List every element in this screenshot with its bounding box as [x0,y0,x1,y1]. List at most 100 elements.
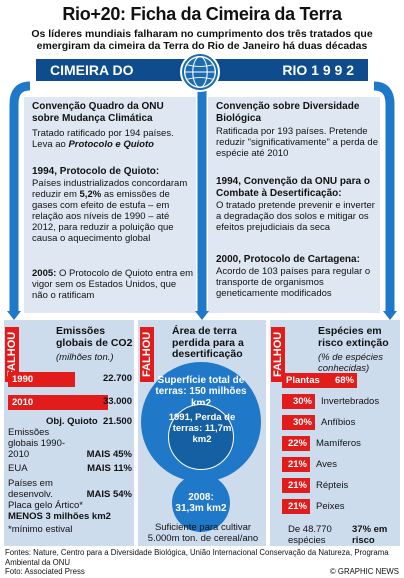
species-unit: (% de espécies conhecidas) [318,352,383,374]
stat-value: MENOS 3 milhões km2 [8,511,111,522]
co2-stats: Emissões globais 1990-2010 MAIS 45% EUA … [8,427,132,535]
cartagena-text: Acordo de 103 países para regular o tran… [216,266,371,299]
species-name: Répteis [316,480,349,491]
land-1991: 1991, Perda de terras: 11,7m km2 [168,412,236,445]
connector-lines [9,81,395,313]
land-note: Suficiente para cultivar 5.000m ton. de … [147,522,259,544]
footer-sources: Fontes: Nature, Centro para a Diversidad… [5,548,389,567]
cartagena-heading: 2000, Protocolo de Cartagena: [216,254,360,265]
footer-photo: Foto: Associated Press [5,567,85,576]
stat-value: MAIS 11% [87,462,132,474]
biodiv-title: Convenção sobre Diversidade Biológica [216,101,360,124]
species-pct: 68% [334,375,354,386]
desert-text: O tratado pretende prevenir e inverter a… [216,200,375,233]
page-subtitle: Os líderes mundiais falharam no cumprime… [31,28,373,52]
species-name: Mamíferos [316,438,361,449]
species-name: Plantas [286,375,320,386]
land-loss-circle [168,404,234,470]
species-row: 21% Aves [282,457,398,472]
stat-value: MAIS 45% [86,449,132,460]
y2005-text: 2005: O Protocolo de Quioto entra em vig… [32,268,194,301]
kyoto-pct: 5,2% [79,189,102,200]
species-bar: 30% [282,415,315,430]
climate-panel [24,97,196,313]
arrow-left-icon [7,311,21,320]
kyoto-target-label: Obj. Quioto [46,416,98,427]
species-pct: 21% [287,480,307,491]
desert-heading: 1994, Convenção da ONU para o Combate à … [216,176,370,199]
climate-text1-em: Protocolo e Quioto [68,139,154,150]
stat-label: Países em desenvolv. [8,478,53,500]
stat-label: Placa gelo Ártico* [8,500,83,511]
species-chart: 68% Plantas 30% Invertebrados 30% Anfíbios 22%… [282,373,398,520]
climate-text: Tratado ratificado por 194 países. Leva … [32,128,194,150]
y2005-body: O Protocolo de Quioto entra em vigor sem… [32,268,194,301]
species-bar: 21% [282,499,310,514]
co2-unit: (milhões ton.) [56,352,114,363]
land-total: Superfície total de terras: 150 milhões … [155,374,247,409]
land-title: Área de terra perdida para a desertifica… [172,325,244,360]
land-2008-value: 31,3m km2 [175,503,227,514]
land-2008-circle: 2008: 31,3m km2 [172,474,230,532]
kyoto-text: Países industrializados concordaram redu… [32,178,194,244]
falhou-badge-land: FALHOU [140,326,154,382]
species-row: 30% Anfíbios [282,415,398,430]
y2005-head: 2005: [32,268,57,279]
biodiv-panel [208,97,380,313]
co2-value: 22.700 [102,373,132,384]
species-name: Invertebrados [321,396,380,407]
species-row: 21% Répteis [282,478,398,493]
species-row: 68% Plantas [282,373,398,388]
species-bar: 22% [282,436,310,451]
kyoto-target-value: 21.500 [102,416,132,427]
species-pct: 22% [287,438,307,449]
species-bar: 21% [282,457,310,472]
species-name: Peixes [316,501,345,512]
biodiv-text: Ratificada por 193 países. Pretende redu… [216,126,378,159]
footer-row: Foto: Associated Press © GRAPHIC NEWS [5,567,399,577]
kyoto-text-a: Países industrializados concordaram redu… [32,178,188,200]
species-row: 22% Mamíferos [282,436,398,451]
species-name: Aves [316,459,337,470]
arrow-center-icon [195,311,209,320]
co2-title: Emissões globais de CO2 [56,325,133,349]
co2-year: 1990 [12,374,34,385]
species-total-b: 37% em risco [352,524,388,546]
species-row: 21% Peixes [282,499,398,514]
arrow-right-icon [383,311,397,320]
banner-left: CIMEIRA DO [50,62,134,78]
page-title: Rio+20: Ficha da Cimeira da Terra [62,4,342,24]
stat-row: Placa gelo Ártico* MENOS 3 milhões km2 [8,500,132,522]
kyoto-target: Obj. Quioto 21.500 [46,416,132,427]
footer-credit: © GRAPHIC NEWS [330,567,399,576]
species-name: Anfíbios [321,417,356,428]
climate-text1: Tratado ratificado por 194 países. Leva … [32,128,174,150]
co2-row: 2010 33.000 [8,395,132,410]
stat-row: Países em desenvolv. MAIS 54% [8,476,132,500]
footer: Fontes: Nature, Centro para a Diversidad… [5,548,399,577]
stat-row: EUA MAIS 11% [8,460,132,476]
species-pct: 30% [292,396,312,407]
co2-row: 1990 22.700 [8,372,132,387]
globe-icon [180,52,220,92]
co2-chart: 1990 22.700 2010 33.000 [8,372,132,418]
species-total: De 48.770 espécies 37% em risco [288,524,398,546]
co2-bar: 1990 [8,372,75,387]
co2-panel [4,320,134,546]
stat-label: Emissões globais 1990-2010 [8,427,66,460]
kyoto-heading: 1994, Protocolo de Quioto: [32,166,160,177]
banner-right: RIO 1 9 9 2 [282,62,354,78]
stat-row: Emissões globais 1990-2010 MAIS 45% [8,427,132,460]
species-pct: 30% [292,417,312,428]
species-pct: 21% [287,501,307,512]
stat-value: MAIS 54% [86,489,132,500]
kyoto-text-b: as emissões de gases com efeito de estuf… [32,189,174,244]
co2-year: 2010 [12,397,34,408]
species-title: Espécies em risco extinção [318,325,389,349]
co2-bar: 2010 [8,395,108,410]
species-total-a: De 48.770 espécies [288,524,332,546]
species-bar: 68% Plantas [282,373,357,388]
land-2008-year: 2008: [188,492,214,503]
species-bar: 21% [282,478,310,493]
climate-title: Convenção Quadro da ONU sobre Mudança Cl… [32,101,164,124]
